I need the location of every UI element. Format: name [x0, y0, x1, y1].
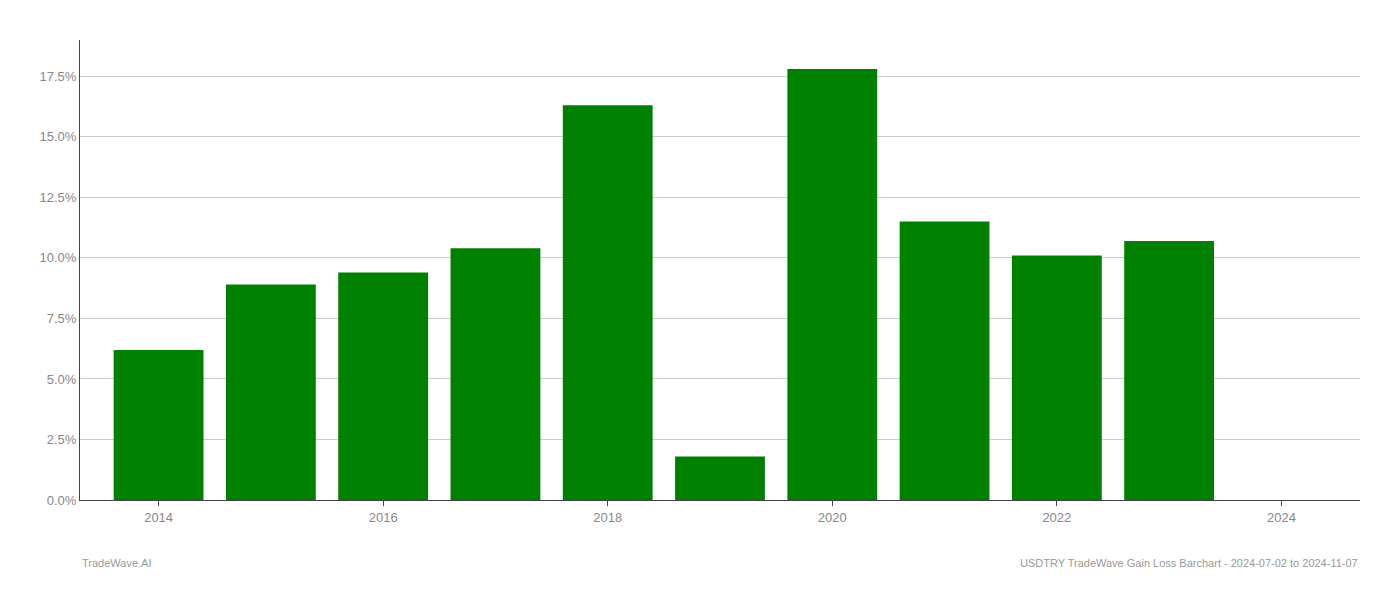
- svg-text:5.0%: 5.0%: [47, 372, 77, 387]
- svg-text:15.0%: 15.0%: [40, 129, 77, 144]
- svg-text:2024: 2024: [1267, 510, 1296, 525]
- svg-text:TradeWave.AI: TradeWave.AI: [82, 557, 152, 569]
- svg-text:2018: 2018: [593, 510, 622, 525]
- svg-text:0.0%: 0.0%: [47, 493, 77, 508]
- svg-text:12.5%: 12.5%: [40, 190, 77, 205]
- svg-text:USDTRY TradeWave Gain Loss Bar: USDTRY TradeWave Gain Loss Barchart - 20…: [1020, 557, 1358, 569]
- svg-text:2014: 2014: [144, 510, 173, 525]
- svg-text:7.5%: 7.5%: [47, 311, 77, 326]
- svg-text:17.5%: 17.5%: [40, 69, 77, 84]
- svg-text:10.0%: 10.0%: [40, 250, 77, 265]
- svg-text:2.5%: 2.5%: [47, 432, 77, 447]
- svg-text:2020: 2020: [818, 510, 847, 525]
- svg-text:2022: 2022: [1042, 510, 1071, 525]
- svg-text:2016: 2016: [369, 510, 398, 525]
